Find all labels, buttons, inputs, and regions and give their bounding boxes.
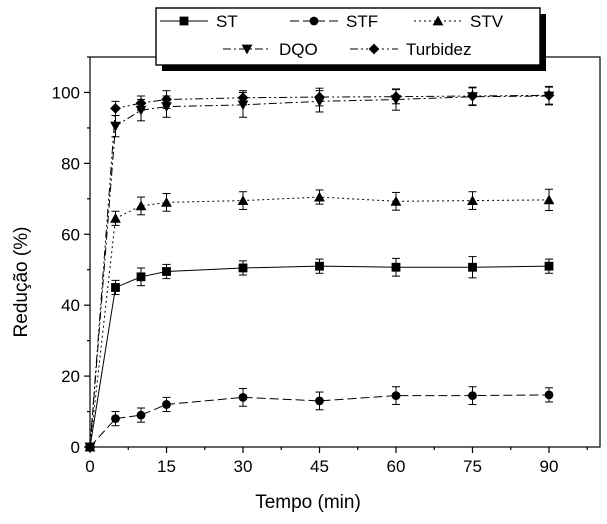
series-turbidez bbox=[84, 85, 555, 453]
marker-diamond bbox=[368, 43, 380, 55]
legend-item-st: ST bbox=[160, 12, 238, 31]
marker-triangle-up bbox=[237, 195, 249, 205]
legend-label-turbidez: Turbidez bbox=[406, 40, 472, 59]
marker-triangle-up bbox=[432, 15, 444, 26]
marker-circle bbox=[309, 16, 319, 26]
legend-label-st: ST bbox=[216, 12, 238, 31]
y-tick-label: 40 bbox=[61, 296, 80, 315]
y-axis-label: Redução (%) bbox=[11, 227, 32, 338]
marker-square bbox=[315, 261, 324, 271]
series-group bbox=[84, 85, 555, 453]
y-tick-label: 60 bbox=[61, 225, 80, 244]
legend-item-stf: STF bbox=[290, 12, 378, 31]
marker-diamond bbox=[161, 94, 172, 105]
marker-circle bbox=[391, 391, 401, 400]
x-tick-label: 75 bbox=[463, 457, 482, 476]
marker-triangle-up bbox=[161, 196, 172, 207]
legend-box bbox=[155, 7, 541, 66]
marker-diamond bbox=[543, 89, 555, 101]
x-tick-label: 30 bbox=[234, 457, 253, 476]
marker-diamond bbox=[237, 92, 249, 104]
marker-circle bbox=[136, 410, 146, 420]
marker-diamond bbox=[467, 90, 478, 102]
marker-circle bbox=[162, 400, 171, 409]
legend-label-stv: STV bbox=[470, 12, 504, 31]
x-tick-label: 0 bbox=[85, 457, 94, 476]
axes: 0 15 30 45 60 75 90 0 20 40 60 80 100 bbox=[52, 56, 601, 476]
x-tick-label: 45 bbox=[310, 457, 329, 476]
legend-item-turbidez: Turbidez bbox=[350, 40, 472, 59]
x-axis-label: Tempo (min) bbox=[255, 492, 361, 513]
legend-label-stf: STF bbox=[346, 12, 378, 31]
marker-triangle-up bbox=[467, 195, 478, 205]
x-tick-label: 60 bbox=[387, 457, 406, 476]
marker-diamond bbox=[390, 91, 402, 103]
series-line-stf bbox=[89, 394, 550, 448]
legend-label-dqo: DQO bbox=[279, 40, 318, 59]
series-stf bbox=[85, 386, 554, 452]
legend-item-stv: STV bbox=[414, 12, 504, 31]
legend-item-dqo: DQO bbox=[223, 40, 318, 59]
marker-square bbox=[544, 261, 554, 271]
marker-circle bbox=[315, 396, 324, 406]
series-stv bbox=[84, 188, 555, 452]
marker-square bbox=[391, 262, 401, 272]
y-tick-label: 0 bbox=[71, 438, 80, 457]
x-tick-label: 15 bbox=[157, 457, 176, 476]
marker-square bbox=[162, 267, 171, 276]
series-line-st bbox=[89, 265, 550, 448]
y-tick-label: 100 bbox=[52, 83, 80, 102]
marker-diamond bbox=[84, 441, 96, 453]
marker-triangle-up bbox=[135, 200, 147, 211]
marker-square bbox=[238, 263, 248, 273]
legend: ST STF STV DQO Turbidez bbox=[155, 7, 546, 71]
marker-triangle-up bbox=[390, 195, 402, 206]
marker-square bbox=[111, 283, 120, 292]
marker-triangle-up bbox=[314, 191, 325, 202]
y-tick-label: 20 bbox=[61, 367, 80, 386]
marker-circle bbox=[238, 392, 248, 402]
marker-circle bbox=[468, 391, 477, 400]
marker-square bbox=[468, 262, 477, 272]
marker-triangle-down bbox=[110, 121, 121, 132]
marker-diamond bbox=[110, 103, 121, 114]
marker-circle bbox=[544, 390, 554, 400]
x-tick-label: 90 bbox=[540, 457, 559, 476]
marker-circle bbox=[111, 414, 120, 424]
series-st bbox=[85, 256, 554, 452]
marker-triangle-up bbox=[110, 212, 121, 223]
marker-square bbox=[136, 272, 146, 282]
marker-triangle-up bbox=[543, 194, 555, 205]
marker-diamond bbox=[135, 97, 147, 109]
y-tick-label: 80 bbox=[61, 154, 80, 173]
marker-diamond bbox=[314, 91, 325, 103]
marker-triangle-down bbox=[241, 44, 253, 55]
marker-square bbox=[179, 16, 189, 26]
